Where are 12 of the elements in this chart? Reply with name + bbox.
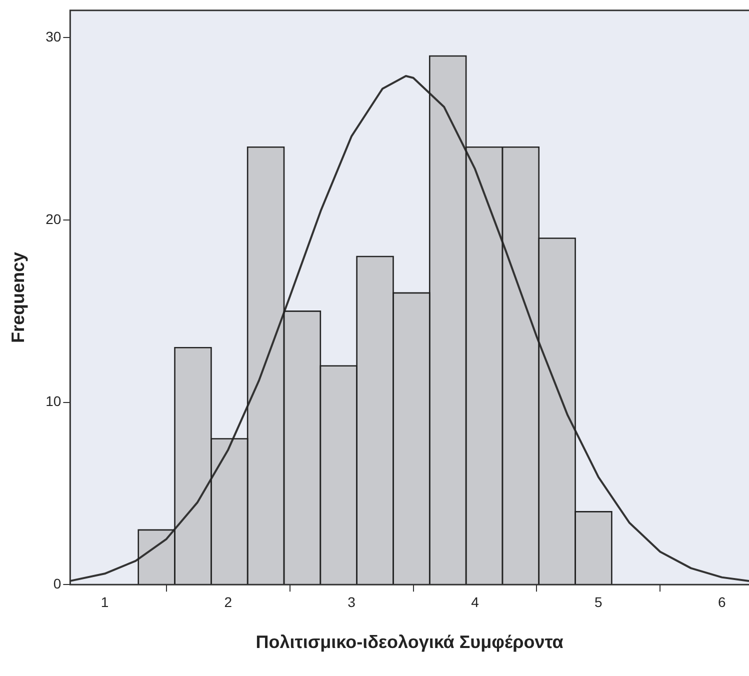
x-tick-label: 1: [100, 594, 109, 610]
x-tick-label: 4: [471, 594, 480, 610]
y-tick-label: 10: [46, 393, 62, 410]
x-tick-label: 5: [594, 594, 603, 610]
x-axis-title: Πολιτισμικο-ιδεολογικά Συμφέροντα: [256, 632, 564, 652]
x-tick-label: 3: [348, 594, 356, 610]
y-tick-label: 30: [46, 28, 62, 45]
y-axis-title: Frequency: [8, 252, 28, 344]
y-tick-label: 20: [46, 210, 62, 227]
x-tick-label: 2: [224, 594, 232, 610]
x-tick-label: 6: [718, 594, 726, 610]
y-tick-label: 0: [53, 575, 62, 592]
